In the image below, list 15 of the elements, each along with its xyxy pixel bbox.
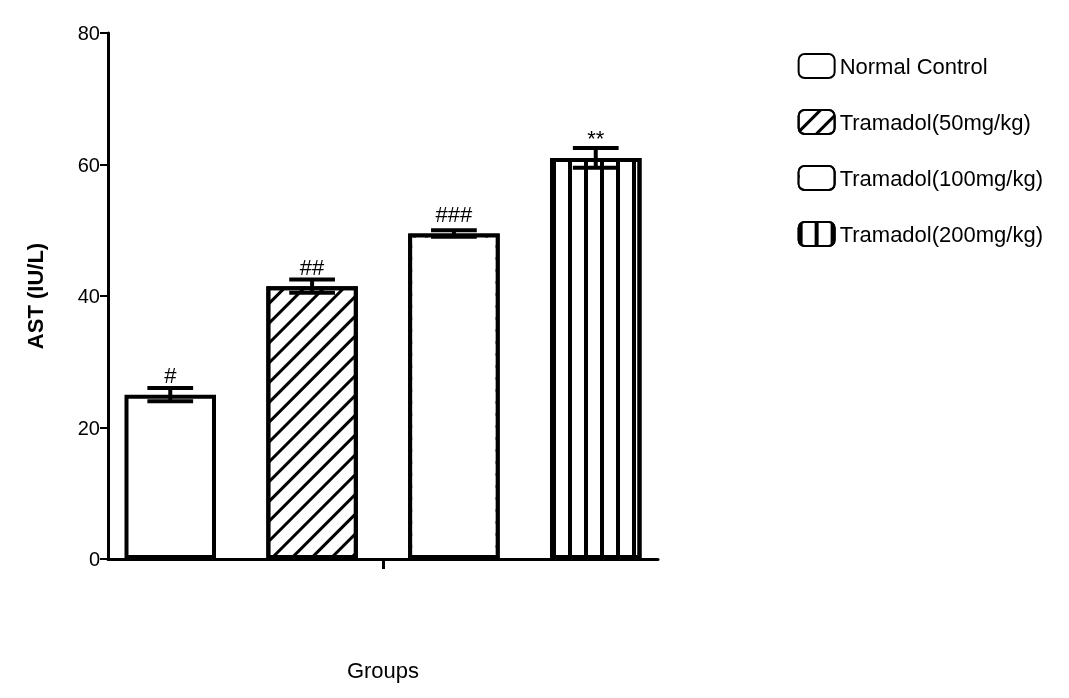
legend-label: Tramadol(100mg/kg)	[839, 165, 1043, 191]
legend-label: Tramadol(50mg/kg)	[839, 109, 1031, 135]
y-tick-label: 20	[77, 416, 100, 439]
annotation: **	[587, 126, 605, 152]
y-axis-title: AST (IU/L)	[22, 242, 48, 350]
y-tick-label: 60	[77, 153, 100, 176]
annotation: #	[164, 363, 178, 389]
legend-label: Normal Control	[839, 53, 988, 79]
x-axis-title: Groups	[346, 657, 420, 683]
y-tick-label: 40	[77, 285, 100, 307]
legend-label: Tramadol(200mg/kg)	[839, 221, 1043, 247]
annotation: ##	[299, 254, 326, 280]
annotation: ###	[435, 202, 474, 228]
y-tick-label: 0	[88, 548, 100, 570]
y-tick-label: 80	[77, 22, 100, 44]
